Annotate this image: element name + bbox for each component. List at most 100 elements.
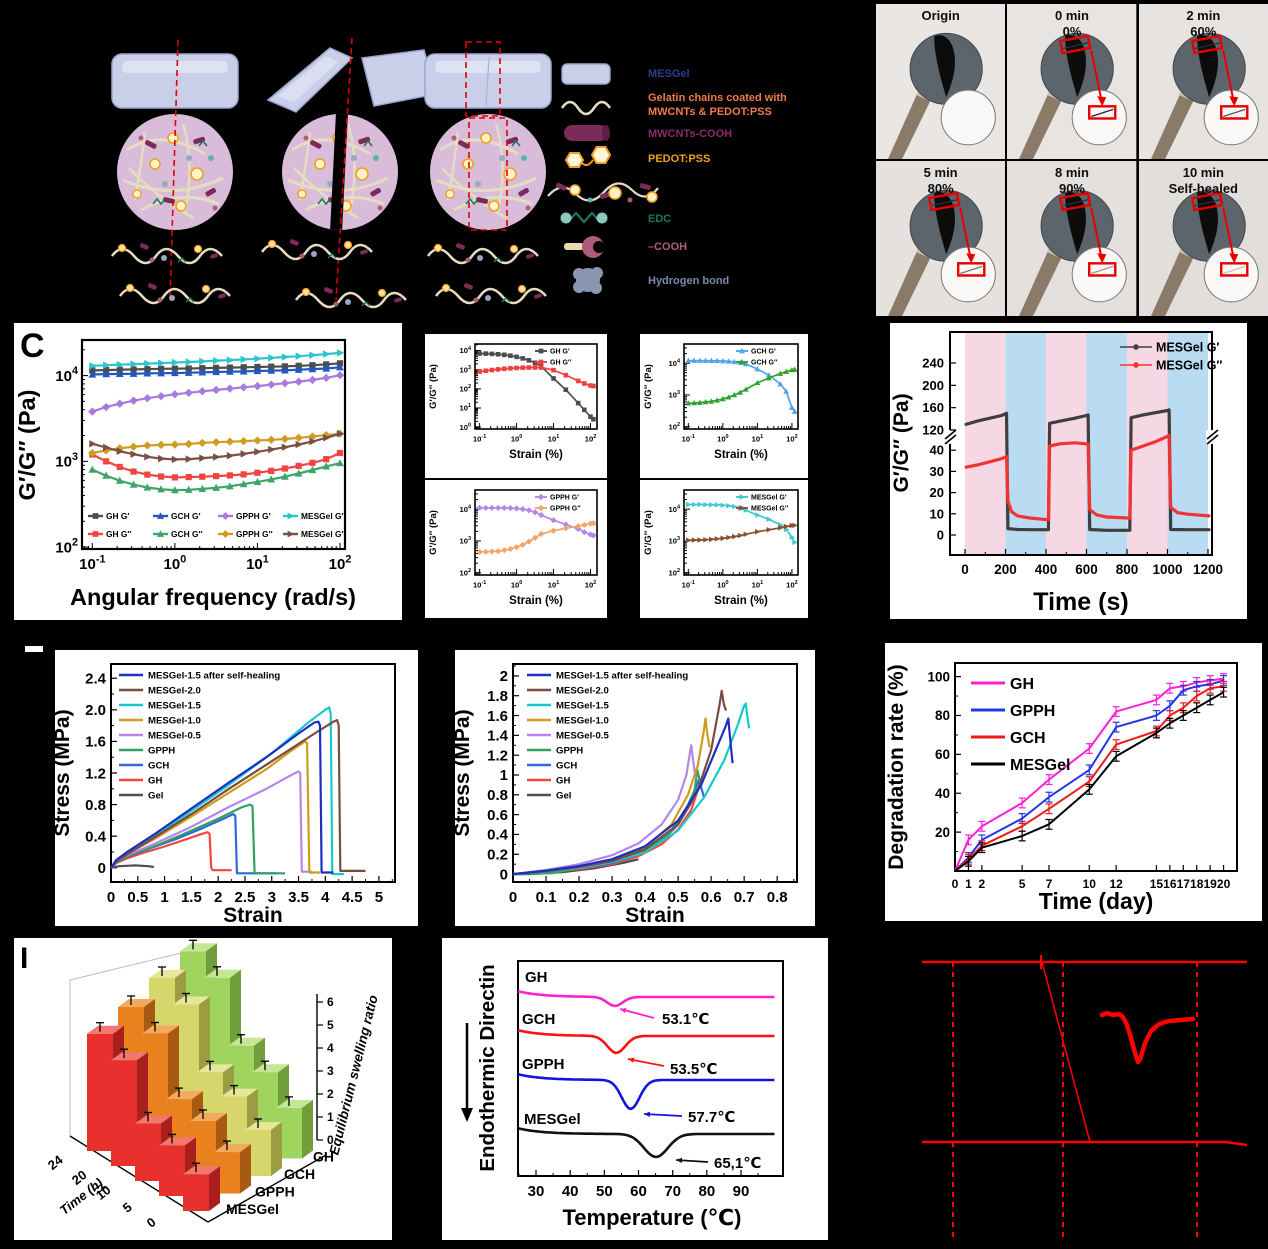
svg-text:GCH: GCH [522,1011,555,1028]
svg-text:MESGel: MESGel [524,1111,581,1128]
svg-text:MESGel-1.0: MESGel-1.0 [148,715,201,726]
svg-text:MESGel-1.5: MESGel-1.5 [148,700,201,711]
cut-plane-dashed-line [335,37,353,301]
svg-text:102: 102 [669,568,681,577]
svg-text:40: 40 [562,1183,579,1200]
svg-text:104: 104 [669,358,681,367]
svg-text:Stress (MPa): Stress (MPa) [455,709,474,836]
svg-text:MESGel G′: MESGel G′ [301,511,344,521]
svg-text:100: 100 [164,553,187,573]
svg-text:102: 102 [786,434,798,443]
svg-text:Endothermic Directin: Endothermic Directin [476,964,499,1171]
svg-text:0.8: 0.8 [767,889,788,906]
coated-chain-icon [547,182,659,203]
svg-text:MESGel G″: MESGel G″ [751,506,789,513]
svg-text:0.4: 0.4 [635,889,657,906]
healed-zone-dashed-box [468,117,508,231]
photo-label: 10 min Self-healed [1168,165,1238,197]
svg-text:MESGel G′: MESGel G′ [751,495,787,502]
svg-text:2.0: 2.0 [85,702,106,719]
svg-text:10: 10 [1083,877,1097,891]
svg-text:MESGel-2.0: MESGel-2.0 [148,685,201,696]
svg-text:53.1℃: 53.1℃ [662,1011,709,1028]
pedot-pss-icon [564,146,612,168]
svg-text:5: 5 [120,1199,135,1215]
self-healing-photo-grid: Origin 0 min 0% 2 min 60% 5 min 80% 8 min 90… [876,4,1268,316]
svg-text:100: 100 [717,434,729,443]
gelatin-chain-icon [560,100,612,116]
svg-text:Stress (MPa): Stress (MPa) [55,709,74,836]
svg-text:G′/G″ (Pa): G′/G″ (Pa) [890,393,913,492]
svg-text:Strain (%): Strain (%) [714,595,768,607]
dsc-chart: 30 40 50 60 70 80 90 GH 53.1℃ GCH 53.5℃ GPPH 57.7℃ ME… [461,960,784,1230]
self-healing-schematic-panel: MESGel Gelatin chains coated with MWCNTs … [0,0,870,320]
svg-text:0.6: 0.6 [487,807,508,824]
svg-text:GCH: GCH [1010,730,1046,747]
svg-text:100: 100 [460,422,472,431]
svg-text:G′/G″ (Pa): G′/G″ (Pa) [428,364,439,409]
svg-text:GH: GH [313,1149,334,1165]
photo-0min: 0 min 0% [1007,4,1137,159]
svg-text:0: 0 [98,860,106,877]
edc-icon [560,211,608,224]
svg-text:100: 100 [511,580,523,589]
svg-text:15: 15 [1150,877,1164,891]
photo-label: 8 min 90% [1055,165,1089,197]
svg-text:GH: GH [148,775,162,786]
svg-text:102: 102 [55,537,78,557]
svg-text:GCH: GCH [284,1166,315,1182]
svg-text:101: 101 [752,434,764,443]
svg-text:GPPH G″: GPPH G″ [236,529,273,539]
svg-text:3: 3 [327,1064,334,1078]
swelling-ratio-panel: I 0 1 2 3 4 5 6 Equilibrium swelling ratio 0 5 10 2… [14,938,392,1240]
svg-text:GPPH: GPPH [1010,703,1055,720]
svg-text:10-1: 10-1 [473,434,486,443]
svg-text:19: 19 [1203,877,1217,891]
svg-text:GPPH: GPPH [522,1056,565,1073]
svg-text:GPPH: GPPH [556,745,583,756]
svg-text:G′/G″ (Pa): G′/G″ (Pa) [14,390,40,501]
svg-text:1.6: 1.6 [85,734,106,751]
svg-text:1200: 1200 [1193,562,1223,577]
svg-text:40: 40 [930,443,944,458]
svg-text:50: 50 [596,1183,613,1200]
svg-text:80: 80 [935,708,950,723]
svg-text:Equilibrium swelling ratio: Equilibrium swelling ratio [326,993,380,1156]
svg-text:1: 1 [500,767,508,784]
strain-sweep-gch-panel: 10-1 100 101 102 102 103 104 Strain (%) G′/G″ (P… [640,334,808,478]
svg-text:1: 1 [965,877,972,891]
svg-text:GPPH G″: GPPH G″ [550,506,581,513]
degradation-rate-panel: 0 1 2 5 7 10 12 15 16 17 18 19 20 20 40 60 80 100 GH GPPH GC… [885,643,1262,921]
svg-text:53.5℃: 53.5℃ [670,1061,717,1078]
svg-text:0.8: 0.8 [487,787,508,804]
dsc-panel: 30 40 50 60 70 80 90 GH 53.1℃ GCH 53.5℃ GPPH 57.7℃ ME… [442,938,828,1240]
svg-text:30: 30 [930,464,944,479]
tensile-stress-strain-panel: 0 0.5 1 1.5 2 2.5 3 3.5 4 4.5 5 0 0.4 0.8 1.2 1.6 2.0 2.4… [51,650,418,927]
svg-text:103: 103 [460,365,472,374]
svg-text:102: 102 [460,384,472,393]
healed-gel-block [424,53,552,109]
svg-text:24: 24 [45,1152,66,1173]
svg-text:2.4: 2.4 [85,670,107,687]
svg-text:400: 400 [1035,562,1058,577]
svg-text:104: 104 [460,504,472,513]
svg-text:6: 6 [327,995,334,1009]
svg-text:101: 101 [548,580,560,589]
svg-text:Time (day): Time (day) [1039,888,1154,914]
panel-f-label-fragment [25,646,43,652]
svg-text:1: 1 [160,889,168,906]
svg-text:1.2: 1.2 [487,747,508,764]
svg-text:0: 0 [937,528,944,543]
svg-text:Strain (%): Strain (%) [509,595,563,607]
strain-sweep-gpph-chart: 10-1 100 101 102 102 103 104 Strain (%) G′/G″ (P… [428,489,598,607]
svg-text:600: 600 [1075,562,1098,577]
svg-text:2: 2 [214,889,222,906]
svg-text:Strain: Strain [223,904,283,926]
svg-text:0: 0 [509,889,517,906]
svg-text:100: 100 [511,434,523,443]
svg-text:20: 20 [930,485,944,500]
svg-text:4.5: 4.5 [342,889,363,906]
svg-text:1000: 1000 [1152,562,1182,577]
photo-2min: 2 min 60% [1138,4,1268,159]
